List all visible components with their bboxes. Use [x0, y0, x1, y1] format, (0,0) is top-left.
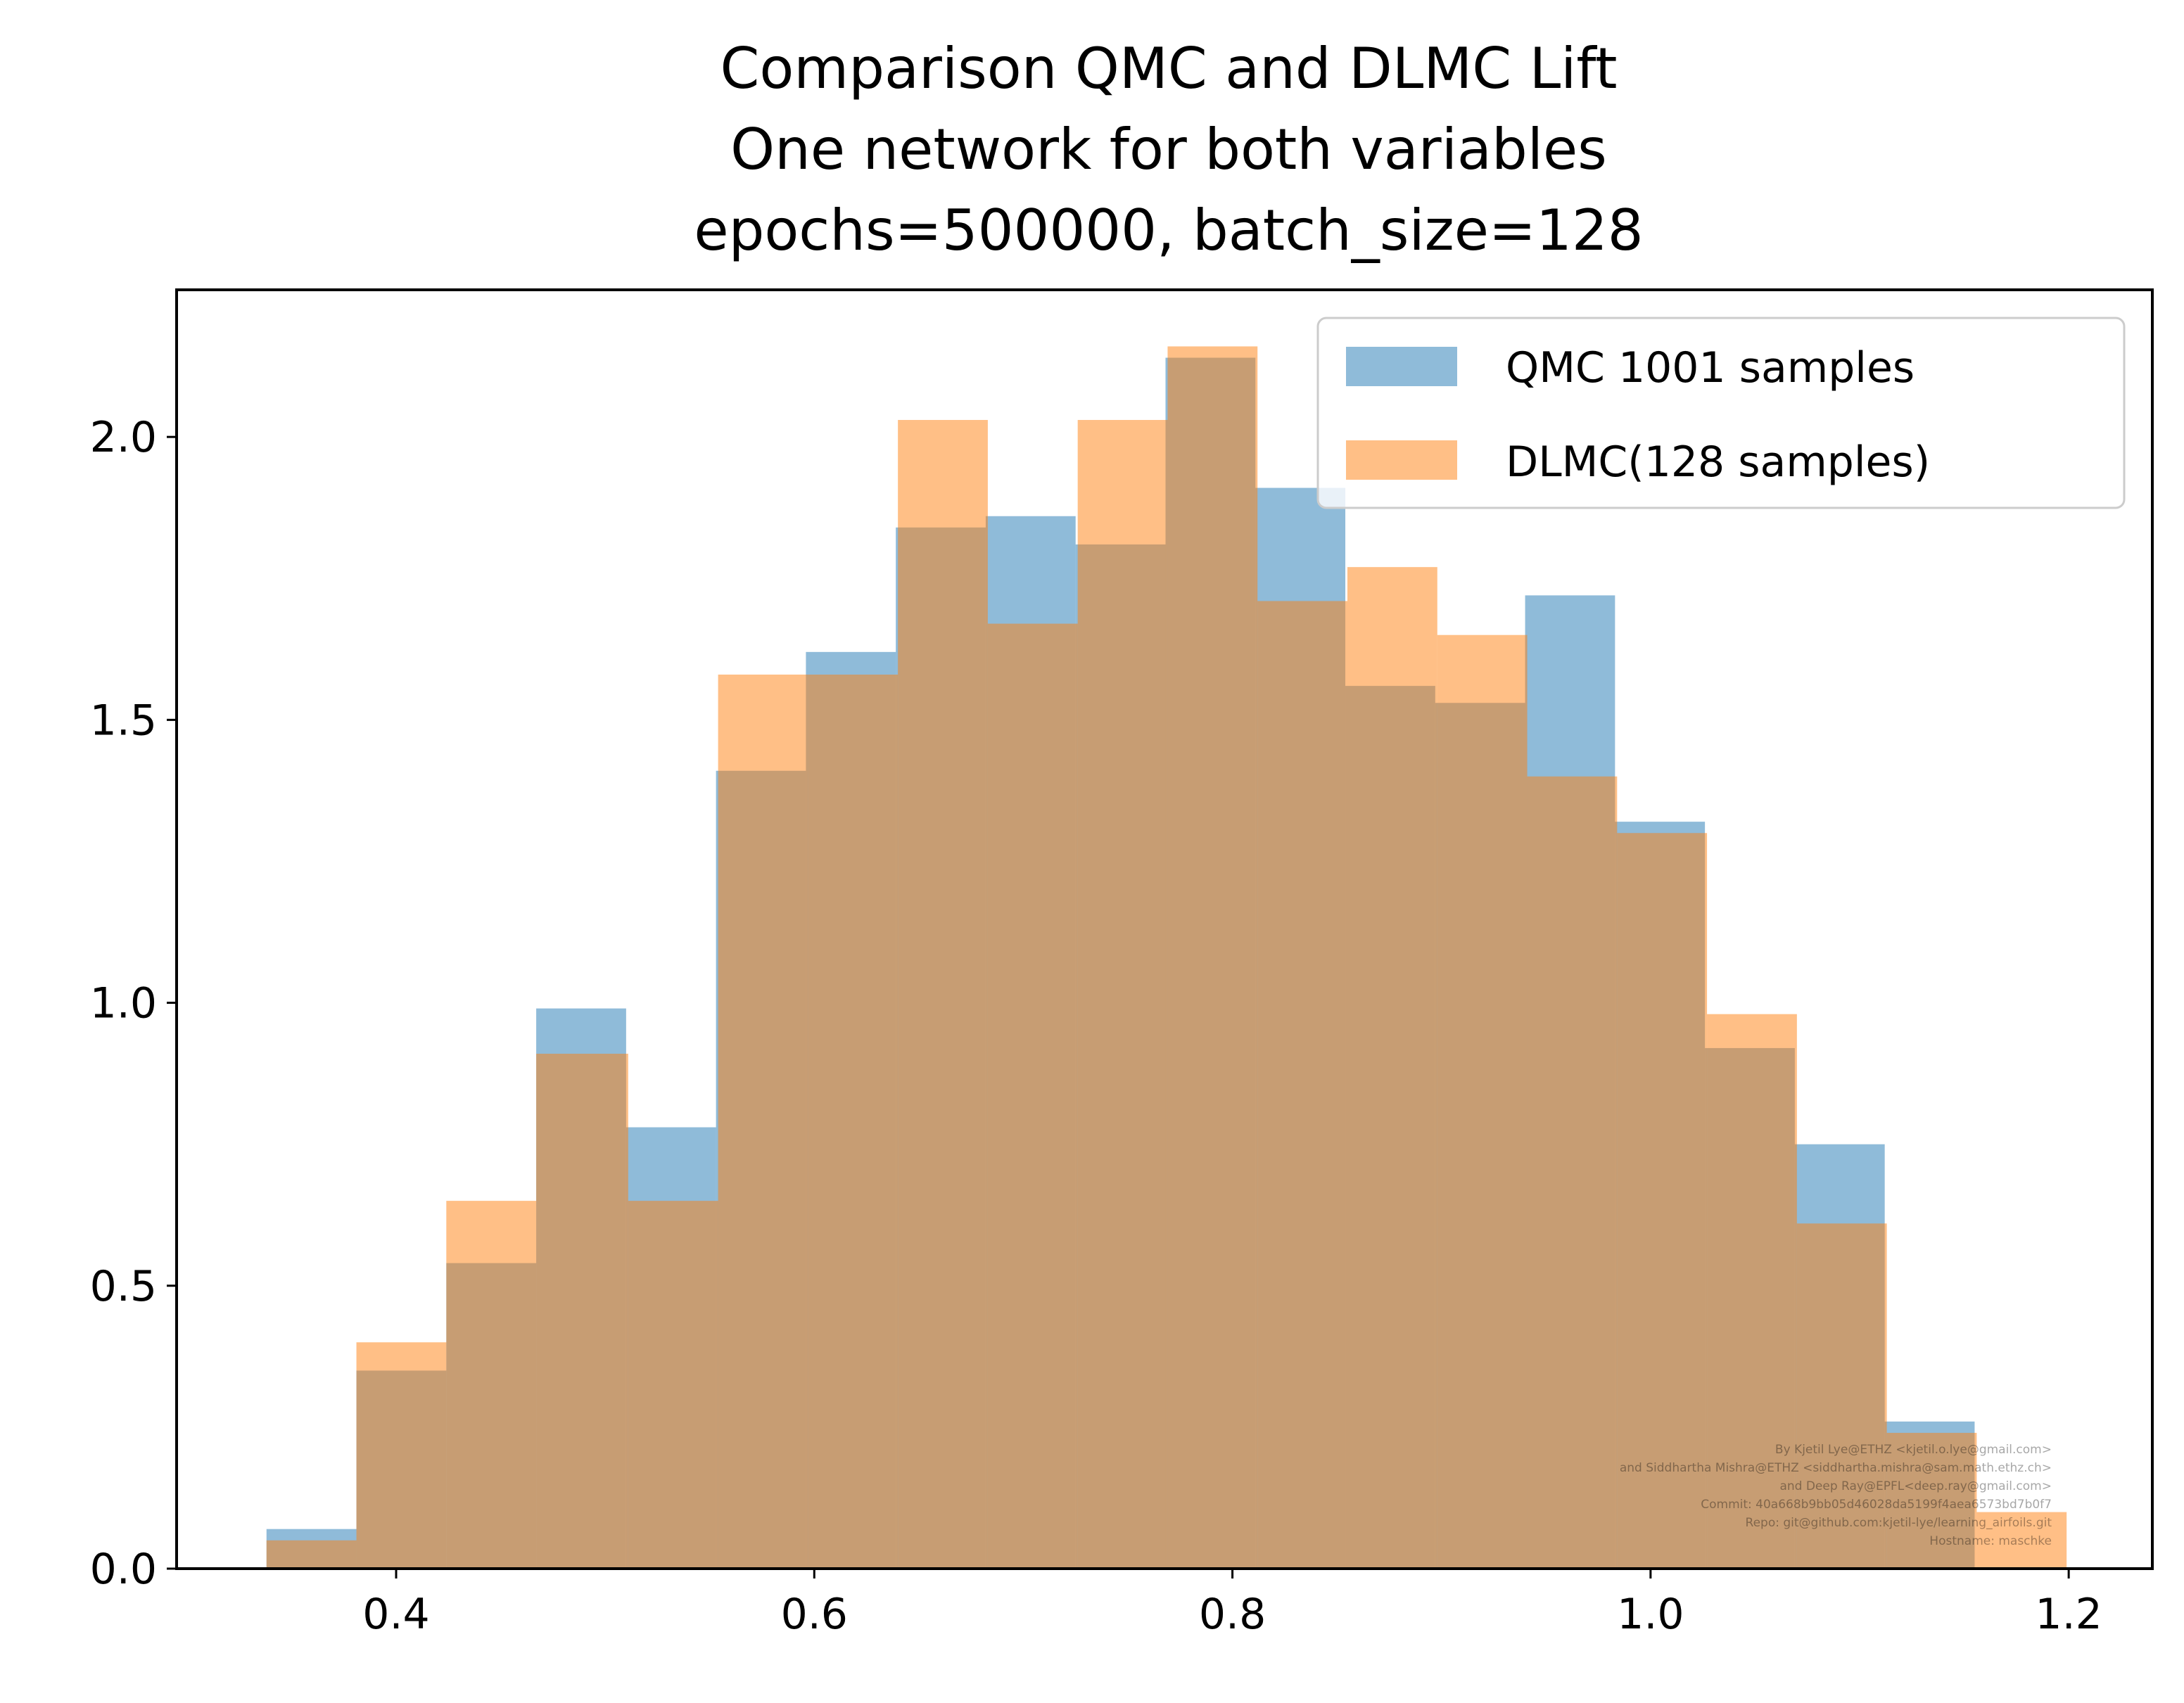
histogram-bar-dlmc [808, 675, 899, 1569]
histogram-bar-dlmc [266, 1540, 357, 1569]
x-tick-label: 1.2 [2035, 1590, 2102, 1639]
histogram-bar-dlmc [1437, 634, 1528, 1569]
y-tick-label: 0.5 [90, 1262, 157, 1311]
y-axis: 0.0 0.5 1.0 1.5 2.0 [90, 413, 177, 1594]
y-tick-label: 1.5 [90, 696, 157, 745]
credit-line: Hostname: maschke [1929, 1534, 2052, 1548]
histogram-bar-dlmc [1077, 420, 1168, 1569]
legend-swatch-qmc [1346, 347, 1457, 386]
legend-box [1316, 317, 2126, 509]
x-tick-label: 0.6 [781, 1590, 848, 1639]
credit-watermark: By Kjetil Lye@ETHZ <kjetil.o.lye@gmail.c… [1620, 1443, 2052, 1548]
x-axis: 0.4 0.6 0.8 1.0 1.2 [362, 1569, 2102, 1639]
histogram-bar-dlmc [1257, 601, 1347, 1569]
plot-area [266, 346, 2067, 1569]
credit-line: Commit: 40a668b9bb05d46028da5199f4aea657… [1701, 1498, 2052, 1512]
x-tick-label: 0.4 [362, 1590, 429, 1639]
credit-line: and Siddhartha Mishra@ETHZ <siddhartha.m… [1620, 1461, 2052, 1475]
title-line-1: Comparison QMC and DLMC Lift [720, 36, 1617, 101]
histogram-bar-dlmc [1976, 1512, 2067, 1569]
histogram-bar-dlmc [1527, 776, 1618, 1569]
histogram-bar-dlmc [1707, 1014, 1797, 1569]
axes-frame [175, 288, 2154, 1570]
title-line-3: epochs=500000, batch_size=128 [694, 198, 1643, 263]
y-tick-label: 0.0 [90, 1545, 157, 1594]
histogram-bar-dlmc [1796, 1223, 1887, 1569]
histogram-bar-dlmc [718, 675, 808, 1569]
histogram-bar-dlmc [628, 1201, 718, 1569]
histogram-bar-dlmc [1886, 1432, 1977, 1569]
histogram-bar-dlmc [1617, 833, 1708, 1569]
histogram-bar-dlmc [898, 420, 988, 1569]
histogram-bar-dlmc [987, 623, 1078, 1569]
legend-label-qmc: QMC 1001 samples [1506, 343, 1915, 393]
legend: QMC 1001 samples DLMC(128 samples) [1316, 317, 2126, 509]
title-line-2: One network for both variables [730, 117, 1607, 182]
y-tick-label: 1.0 [90, 979, 157, 1028]
x-tick-label: 1.0 [1617, 1590, 1684, 1639]
chart-title: Comparison QMC and DLMC Lift One network… [694, 36, 1643, 263]
legend-swatch-dlmc [1346, 440, 1457, 480]
legend-label-dlmc: DLMC(128 samples) [1506, 438, 1930, 487]
histogram-bar-dlmc [1347, 567, 1437, 1569]
x-tick-label: 0.8 [1199, 1590, 1266, 1639]
y-tick-label: 2.0 [90, 413, 157, 462]
credit-line: and Deep Ray@EPFL<deep.ray@gmail.com> [1779, 1479, 2052, 1493]
histogram-bar-dlmc [446, 1201, 537, 1569]
histogram-bar-dlmc [356, 1342, 447, 1569]
histogram-bar-dlmc [536, 1053, 628, 1569]
credit-line: By Kjetil Lye@ETHZ <kjetil.o.lye@gmail.c… [1775, 1443, 2052, 1457]
series-dlmc-bars [266, 346, 2067, 1569]
credit-line: Repo: git@github.com:kjetil-lye/learning… [1746, 1516, 2052, 1530]
histogram-bar-dlmc [1167, 346, 1258, 1569]
